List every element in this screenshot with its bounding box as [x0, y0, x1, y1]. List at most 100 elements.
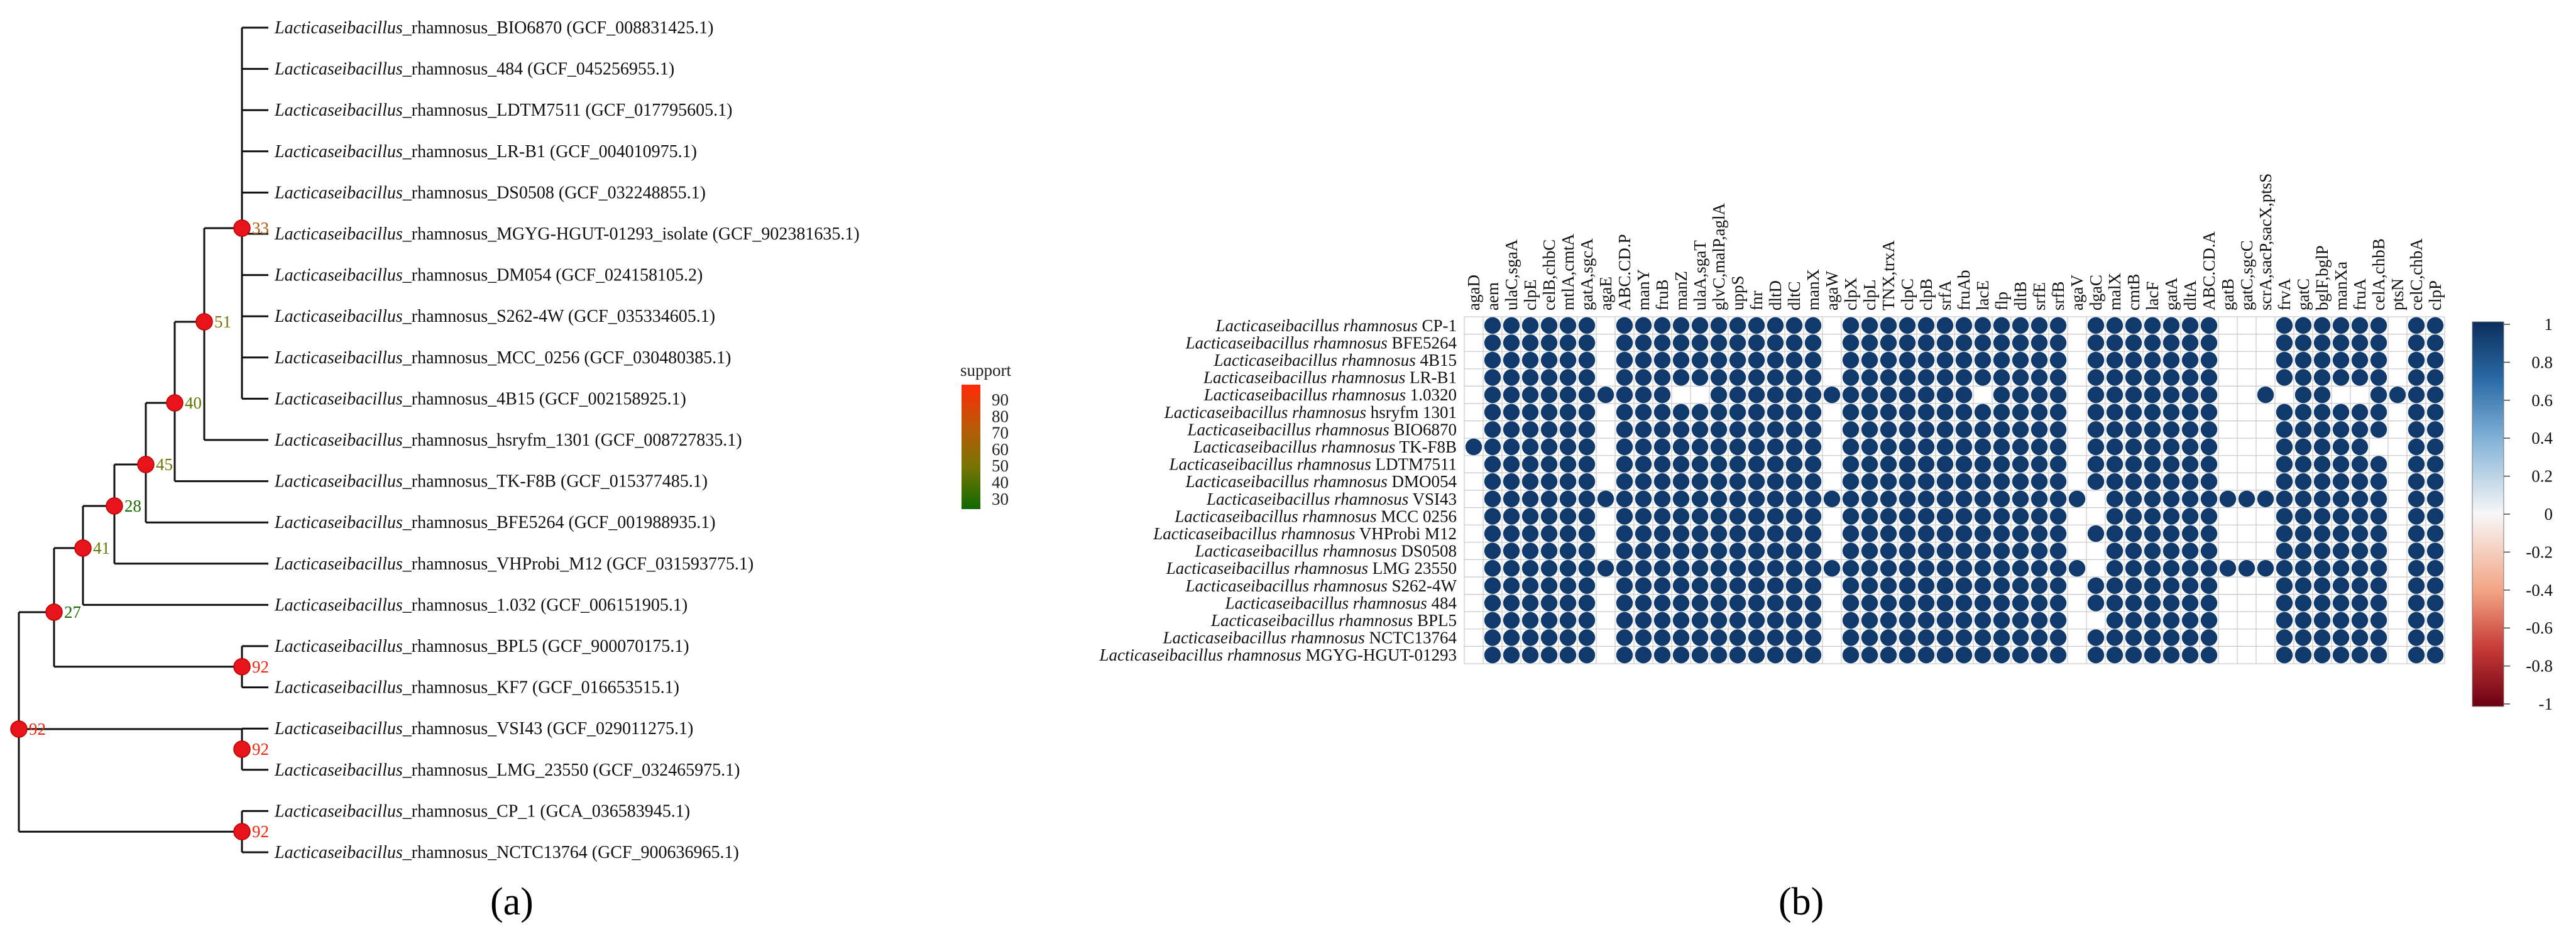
heatmap-dot — [1842, 595, 1860, 612]
heatmap-dot — [1559, 473, 1577, 490]
heatmap-row-label: Lacticaseibacillus rhamnosus MGYG-HGUT-0… — [1099, 645, 1457, 664]
heatmap-dot — [1729, 421, 1746, 438]
heatmap-row-label: Lacticaseibacillus rhamnosus BIO6870 — [1187, 420, 1457, 439]
heatmap-dot — [1540, 334, 1558, 351]
heatmap-dot — [1767, 369, 1784, 386]
heatmap-column-label: cmtB — [2124, 274, 2143, 311]
heatmap-dot — [1842, 334, 1860, 351]
heatmap-dot — [1804, 317, 1822, 334]
heatmap-column-label: clpE — [1521, 280, 1540, 310]
heatmap-dot — [1484, 629, 1501, 646]
heatmap-dot — [2012, 404, 2029, 420]
heatmap-dot — [2426, 438, 2444, 456]
heatmap-dot — [2370, 595, 2387, 612]
heatmap-dot — [2332, 317, 2350, 334]
heatmap-dot — [1804, 387, 1822, 404]
heatmap-dot — [2144, 369, 2161, 386]
heatmap-dot — [1785, 629, 1803, 646]
heatmap-dot — [2294, 542, 2312, 559]
heatmap-dot — [2294, 317, 2312, 334]
tree-tip-label: Lacticaseibacillus_rhamnosus_S262-4W (GC… — [274, 307, 715, 326]
heatmap-dot — [1804, 577, 1822, 594]
heatmap-column-label: gatA — [2162, 277, 2181, 310]
heatmap-dot — [1748, 577, 1765, 594]
heatmap-dot — [2125, 542, 2142, 559]
heatmap-dot — [1559, 577, 1577, 594]
heatmap-column-label: dltC — [1785, 281, 1804, 310]
heatmap-dot — [2125, 317, 2142, 334]
heatmap-dot — [2219, 490, 2237, 507]
heatmap-grid — [1464, 316, 2445, 664]
heatmap-column-label: agaD — [1464, 275, 1483, 310]
heatmap-dot — [2162, 334, 2180, 351]
heatmap-dot — [2144, 317, 2161, 334]
heatmap-dot — [1710, 647, 1728, 664]
heatmap-dot — [1503, 508, 1520, 525]
heatmap-dot — [1616, 612, 1633, 629]
tree-node-marker — [10, 720, 28, 738]
heatmap-dot — [1635, 577, 1652, 594]
heatmap-dot — [1521, 404, 1539, 420]
heatmap-dot — [1899, 421, 1916, 438]
heatmap-dot — [1861, 525, 1878, 542]
heatmap-dot — [1767, 542, 1784, 559]
heatmap-column-label: dltD — [1766, 280, 1785, 310]
heatmap-dot — [1559, 490, 1577, 507]
heatmap-dot — [2426, 473, 2444, 490]
heatmap-dot — [2313, 473, 2331, 490]
heatmap-dot — [2408, 647, 2425, 664]
heatmap-dot — [1672, 525, 1690, 542]
heatmap-dot — [2049, 629, 2067, 646]
heatmap-dot — [1578, 525, 1596, 542]
heatmap-dot — [2087, 525, 2105, 542]
heatmap-dot — [1691, 560, 1709, 577]
heatmap-dot — [1484, 421, 1501, 438]
heatmap-dot — [2181, 438, 2199, 456]
heatmap-column-labels: agaD aem ulaC,sgaA clpE celB,chbC mtlA,cmtA ga… — [1464, 173, 2445, 310]
panel-a-label: (a) — [490, 881, 534, 923]
heatmap-dot — [2087, 387, 2105, 404]
support-legend-tick: 80 — [992, 407, 1009, 426]
heatmap-dot — [2200, 647, 2218, 664]
heatmap-dot — [1936, 473, 1954, 490]
heatmap-dot — [2181, 473, 2199, 490]
heatmap-dot — [2313, 612, 2331, 629]
heatmap-dot — [2257, 490, 2274, 507]
heatmap-dot — [2049, 473, 2067, 490]
heatmap-dot — [1917, 577, 1935, 594]
heatmap-dot — [1880, 387, 1897, 404]
heatmap-dot — [2144, 387, 2161, 404]
heatmap-dot — [1993, 612, 2010, 629]
heatmap-dot — [1767, 629, 1784, 646]
heatmap-dot — [2012, 351, 2029, 369]
heatmap-dot — [1729, 473, 1746, 490]
heatmap-dot — [2031, 387, 2048, 404]
heatmap-dot — [2049, 612, 2067, 629]
heatmap-dot — [1861, 508, 1878, 525]
heatmap-dot — [1635, 317, 1652, 334]
heatmap-dot — [1729, 490, 1746, 507]
heatmap-dot — [2313, 387, 2331, 404]
heatmap-dot — [1635, 560, 1652, 577]
heatmap-dot — [1672, 334, 1690, 351]
heatmap-dot — [2068, 490, 2086, 507]
heatmap-dot — [2370, 317, 2387, 334]
heatmap-dot — [1936, 647, 1954, 664]
heatmap-dot — [1974, 508, 1992, 525]
heatmap-dot — [2370, 404, 2387, 420]
heatmap-dot — [2351, 334, 2369, 351]
colorbar-tick-label: 0.8 — [2531, 353, 2553, 371]
heatmap-dot — [1578, 421, 1596, 438]
heatmap-dot — [1955, 351, 1973, 369]
heatmap-dot — [1540, 456, 1558, 473]
heatmap-dot — [1616, 473, 1633, 490]
heatmap-dot — [1880, 508, 1897, 525]
heatmap-dot — [1917, 508, 1935, 525]
heatmap-dot — [2144, 647, 2161, 664]
tree-node-marker — [74, 539, 92, 557]
heatmap-row-label: Lacticaseibacillus rhamnosus DS0508 — [1194, 542, 1457, 561]
heatmap-row-label: Lacticaseibacillus rhamnosus MCC 0256 — [1174, 507, 1457, 525]
heatmap-dot — [1729, 438, 1746, 456]
heatmap-dot — [2012, 473, 2029, 490]
heatmap-dot — [2408, 404, 2425, 420]
